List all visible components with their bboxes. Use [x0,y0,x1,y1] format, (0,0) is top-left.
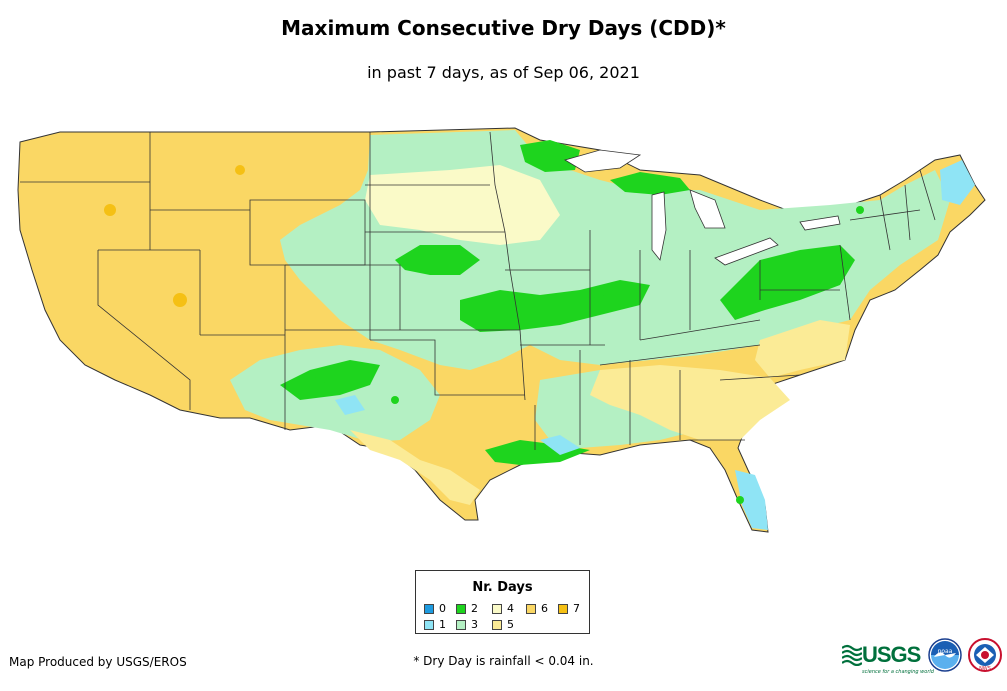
legend-swatch-5 [492,619,502,630]
legend-item-6: 6 [526,602,548,615]
legend-swatch-4 [492,603,502,614]
legend-item-0: 0 [424,602,446,615]
map-credit: Map Produced by USGS/EROS [9,655,187,669]
legend-swatch-1 [424,619,434,630]
dry-day-footnote: * Dry Day is rainfall < 0.04 in. [413,654,594,668]
lake-michigan [651,191,667,261]
usgs-logo: USGS science for a changing world [842,642,934,675]
noaa-logo-icon: noaa [928,638,963,672]
lake-huron [689,189,726,229]
region-2-days-new-mexico [280,360,380,400]
nws-logo-icon: NWS [968,638,1003,672]
region-1-day-louisiana [540,435,580,455]
agency-logos: USGS science for a changing world noaa N… [842,638,1003,675]
region-4-days-southeast [590,365,790,440]
legend-item-7: 7 [558,602,580,615]
legend-label: 0 [439,602,446,615]
region-2-days-ohio-valley [720,245,855,320]
svg-text:noaa: noaa [938,648,953,655]
legend-item-2: 2 [456,602,478,615]
region-2-days-michigan [610,172,690,195]
legend-label: 2 [471,602,478,615]
legend-label: 6 [541,602,548,615]
legend-title: Nr. Days [472,580,533,595]
legend-swatch-6 [526,603,536,614]
legend-label: 7 [573,602,580,615]
legend-item-3: 3 [456,618,478,631]
speckle-dry-7 [104,165,245,307]
state-boundaries [20,131,936,450]
map-subtitle: in past 7 days, as of Sep 06, 2021 [367,63,640,82]
region-1-day-newmexico [335,395,365,415]
lake-superior [564,149,642,173]
legend-item-1: 1 [424,618,446,631]
legend-label: 1 [439,618,446,631]
legend-item-5: 5 [492,618,514,631]
usgs-wordmark: USGS [862,642,921,667]
legend: Nr. Days 0 1 2 3 4 5 6 7 [415,570,590,634]
region-5-days-midatlantic [755,320,850,378]
region-2-days-nebraska [395,245,480,275]
region-1-day-florida [735,470,768,530]
usgs-wave-icon [842,644,862,666]
legend-label: 3 [471,618,478,631]
lake-erie [714,237,779,266]
legend-swatch-7 [558,603,568,614]
usgs-tagline: science for a changing world [862,669,934,675]
lake-ontario [799,215,841,231]
legend-item-4: 4 [492,602,514,615]
svg-text:NWS: NWS [979,666,991,672]
conus-cdd-map [17,127,986,533]
legend-label: 4 [507,602,514,615]
legend-swatch-0 [424,603,434,614]
region-2-days-plains [460,280,650,332]
region-1-day-maine [940,160,975,205]
map-title: Maximum Consecutive Dry Days (CDD)* [281,16,726,40]
legend-swatch-2 [456,603,466,614]
speckle-wet-2 [315,206,864,504]
region-5-days-texas [350,430,480,505]
legend-swatch-3 [456,619,466,630]
region-2-days-minnesota [520,140,580,172]
legend-label: 5 [507,618,514,631]
